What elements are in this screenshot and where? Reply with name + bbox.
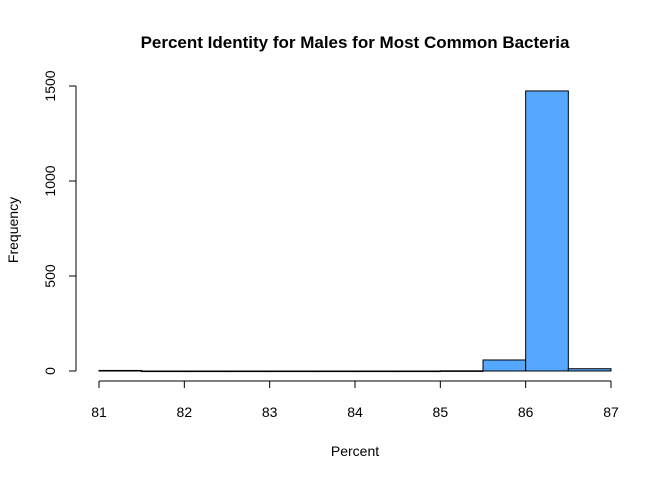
y-axis-label: Frequency — [5, 197, 21, 263]
x-tick-label: 85 — [433, 404, 449, 420]
x-tick-label: 87 — [603, 404, 619, 420]
y-axis: 0 500 1000 1500 — [42, 70, 77, 375]
histogram-bar — [354, 370, 399, 373]
histogram-bar — [226, 370, 271, 373]
x-axis: 81 82 83 84 85 86 87 — [91, 380, 619, 420]
histogram-bar — [567, 368, 612, 372]
histogram-bar — [525, 90, 569, 372]
histogram-bar — [311, 370, 356, 373]
histogram-bar — [183, 370, 228, 373]
x-axis-label: Percent — [331, 443, 379, 459]
y-tick-label: 1000 — [42, 165, 58, 196]
y-tick-label: 500 — [42, 264, 58, 288]
histogram-bar — [269, 370, 313, 373]
histogram-bar — [439, 370, 484, 372]
x-tick-label: 82 — [177, 404, 193, 420]
histogram-bar — [141, 370, 185, 373]
chart-title: Percent Identity for Males for Most Comm… — [141, 33, 570, 52]
x-tick-label: 81 — [91, 404, 107, 420]
x-tick-label: 83 — [262, 404, 278, 420]
y-tick-label: 0 — [42, 367, 58, 375]
x-tick-label: 84 — [347, 404, 363, 420]
x-tick-label: 86 — [518, 404, 534, 420]
histogram-bar — [482, 359, 527, 372]
y-tick-label: 1500 — [42, 70, 58, 101]
bars-group — [98, 90, 612, 373]
histogram-bar — [98, 369, 143, 372]
histogram-bar — [397, 370, 441, 373]
